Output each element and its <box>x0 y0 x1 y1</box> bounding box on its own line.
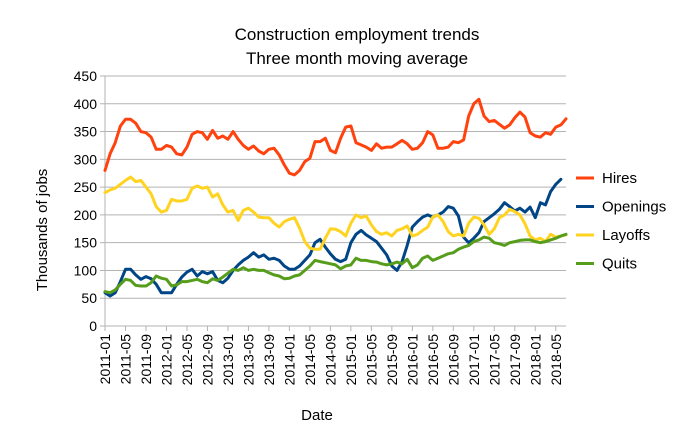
x-tick-label: 2017-09 <box>507 334 523 386</box>
y-tick-label: 150 <box>74 235 98 251</box>
gridlines <box>100 75 566 331</box>
x-tick-label: 2015-09 <box>384 334 400 386</box>
x-tick-label: 2018-01 <box>527 334 543 386</box>
y-tick-label: 50 <box>81 290 97 306</box>
y-tick-label: 200 <box>74 207 98 223</box>
chart-subtitle: Three month moving average <box>246 49 468 68</box>
x-tick-label: 2014-09 <box>322 334 338 386</box>
x-tick-label: 2016-01 <box>404 334 420 386</box>
x-tick-label: 2011-09 <box>138 334 154 385</box>
y-tick-label: 350 <box>74 124 98 140</box>
y-axis-tick-labels: 0 50 100 150 200 250 300 350 400 450 <box>74 68 98 334</box>
series-line-openings <box>103 177 563 298</box>
x-tick-label: 2015-01 <box>343 334 359 386</box>
x-tick-label: 2012-09 <box>199 334 215 386</box>
x-tick-label: 2013-09 <box>261 334 277 386</box>
x-tick-label: 2013-01 <box>220 334 236 386</box>
x-tick-label: 2016-09 <box>445 334 461 386</box>
x-tick-label: 2017-05 <box>486 334 502 386</box>
x-tick-label: 2015-05 <box>363 334 379 386</box>
y-tick-label: 250 <box>74 179 98 195</box>
x-tick-label: 2014-05 <box>302 334 318 386</box>
series-line-hires <box>103 97 568 177</box>
x-axis-tick-labels: 2011-01 2011-05 2011-09 2012-01 2012-05 2012-… <box>97 334 564 386</box>
y-axis-label: Thousands of jobs <box>34 169 51 292</box>
x-tick-label: 2011-05 <box>117 334 133 385</box>
y-tick-label: 0 <box>89 318 97 334</box>
x-tick-label: 2012-01 <box>158 334 174 386</box>
x-tick-label: 2011-01 <box>97 334 113 385</box>
x-tick-label: 2012-05 <box>179 334 195 386</box>
series-line-quits <box>103 232 568 295</box>
x-tick-label: 2014-01 <box>281 334 297 386</box>
x-axis-label: Date <box>301 407 333 424</box>
legend-label: Layoffs <box>602 227 650 244</box>
x-tick-label: 2016-05 <box>425 334 441 386</box>
series-line-layoffs <box>103 175 568 251</box>
x-tick-label: 2013-05 <box>240 334 256 386</box>
series-lines <box>103 97 568 298</box>
y-tick-label: 400 <box>74 96 98 112</box>
legend-label: Hires <box>602 170 637 187</box>
y-tick-label: 450 <box>74 68 98 84</box>
chart-title: Construction employment trends <box>235 25 480 44</box>
y-tick-label: 100 <box>74 262 98 278</box>
legend-label: Openings <box>602 199 666 216</box>
y-tick-label: 300 <box>74 151 98 167</box>
x-tick-label: 2017-01 <box>466 334 482 386</box>
legend-label: Quits <box>602 256 637 273</box>
legend: Hires Openings Layoffs Quits <box>576 170 666 273</box>
x-tick-label: 2018-05 <box>548 334 564 386</box>
